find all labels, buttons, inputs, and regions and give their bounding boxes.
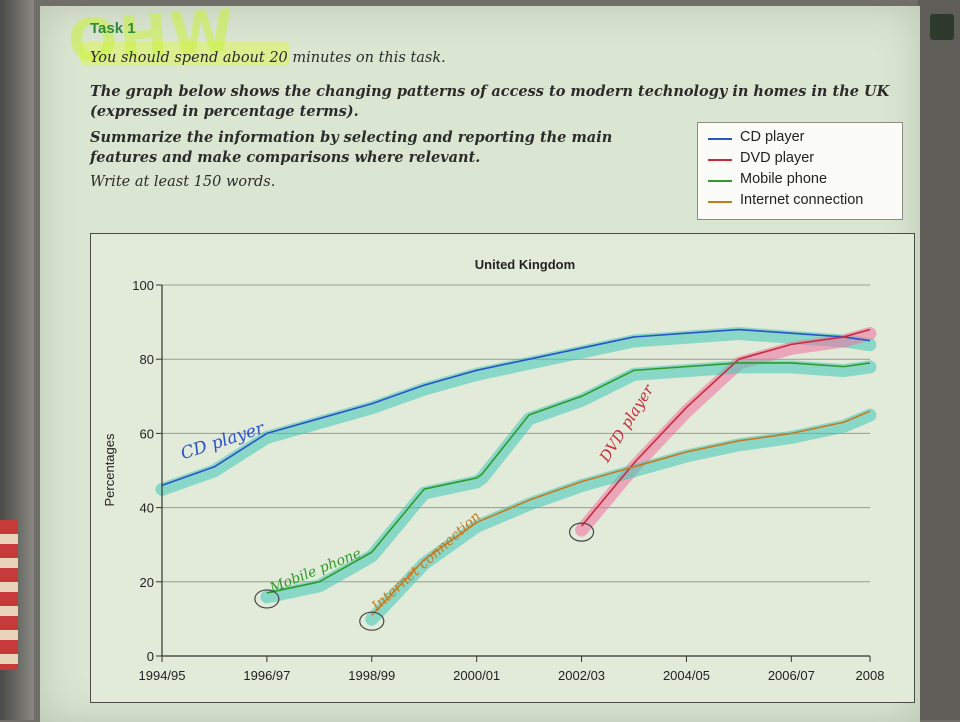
- legend-label-mobile: Mobile phone: [740, 171, 828, 187]
- x-tick-label: 2008: [856, 668, 885, 683]
- book-edge-strip: [0, 520, 18, 670]
- chart-title: United Kingdom: [475, 257, 575, 272]
- legend-swatch-internet: [708, 201, 732, 203]
- page-right-edge: [918, 0, 960, 720]
- x-tick-label: 2000/01: [453, 668, 500, 683]
- y-axis-label: Percentages: [102, 433, 117, 506]
- sticky-tab: [930, 14, 954, 40]
- x-tick-label: 1998/99: [348, 668, 395, 683]
- x-tick-label: 2006/07: [768, 668, 815, 683]
- instruction-summarize: Summarize the information by selecting a…: [90, 129, 613, 166]
- pencil-circle: [254, 589, 280, 609]
- series-line-cd: [161, 328, 871, 487]
- legend-swatch-mobile: [708, 180, 732, 182]
- instruction-time: You should spend about 20 minutes on thi…: [90, 50, 446, 66]
- x-tick-label: 1996/97: [243, 668, 290, 683]
- marker-highlights: [155, 327, 877, 626]
- annotation-2: Internet connection: [368, 509, 484, 616]
- pencil-circle: [359, 611, 385, 631]
- series-line-internet: [371, 410, 871, 616]
- chart-lines: [161, 328, 871, 616]
- series-line-mobile: [266, 362, 871, 594]
- series-line-dvd: [580, 328, 871, 527]
- legend-swatch-dvd: [708, 159, 732, 161]
- chart-legend: CD player DVD player Mobile phone Intern…: [697, 122, 903, 220]
- legend-swatch-cd: [708, 138, 732, 140]
- x-tick-label: 2002/03: [558, 668, 605, 683]
- instruction-word-count: Write at least 150 words.: [90, 174, 276, 190]
- y-tick-label: 0: [147, 649, 154, 664]
- highlight-internet: [365, 408, 877, 626]
- task-title: Task 1: [90, 20, 136, 37]
- pencil-circle: [568, 522, 595, 542]
- y-tick-label: 60: [140, 426, 154, 441]
- chart-axes: 0 20 40 60 80 100 1994/95 1996/97 1998/99 2000/01…: [132, 278, 884, 683]
- yellow-highlight: [80, 42, 290, 66]
- y-tick-label: 80: [140, 352, 154, 367]
- instruction-graph-description: The graph below shows the changing patte…: [90, 83, 890, 120]
- x-tick-label: 2004/05: [663, 668, 710, 683]
- legend-label-cd: CD player: [740, 129, 805, 145]
- y-tick-label: 40: [140, 501, 154, 516]
- y-tick-label: 100: [132, 278, 154, 293]
- legend-label-internet: Internet connection: [740, 192, 864, 208]
- y-tick-label: 20: [140, 575, 154, 590]
- highlight-mobile: [260, 360, 877, 604]
- annotation-0: CD player: [178, 418, 267, 464]
- highlight-cd: [155, 327, 877, 496]
- x-tick-label: 1994/95: [139, 668, 186, 683]
- legend-label-dvd: DVD player: [740, 150, 815, 166]
